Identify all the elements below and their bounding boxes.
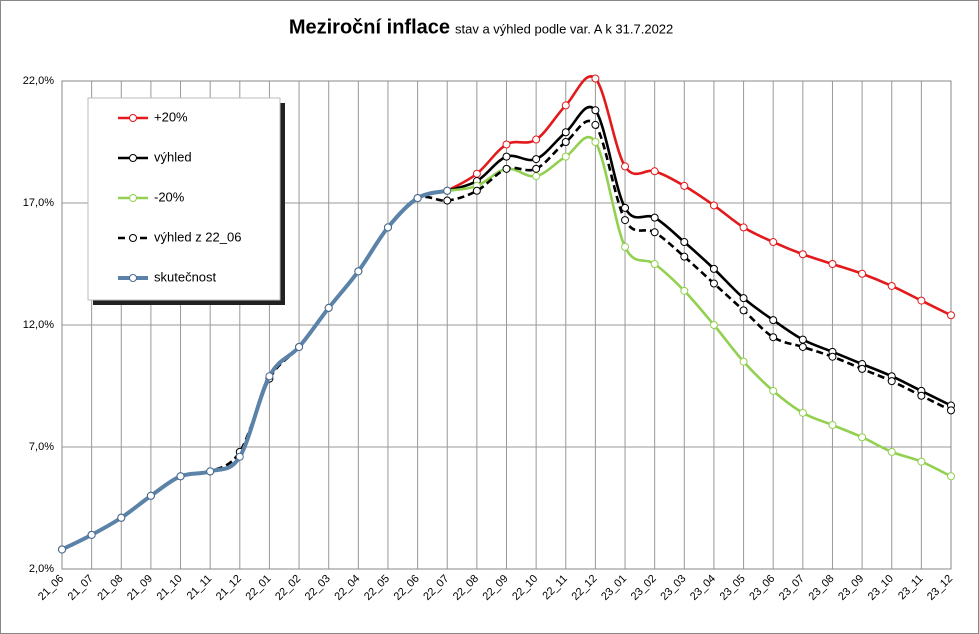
data-point [561, 128, 570, 137]
data-point [769, 238, 778, 247]
series-line [61, 188, 448, 552]
data-point [443, 196, 452, 205]
data-point [117, 513, 126, 522]
chart-subtitle: stav a výhled podle var. A k 31.7.2022 [455, 21, 673, 36]
data-point [532, 135, 541, 144]
data-point [828, 421, 837, 430]
data-point [709, 321, 718, 329]
data-point [680, 181, 689, 190]
data-point [650, 167, 659, 176]
data-point [621, 216, 630, 225]
data-point [739, 357, 748, 366]
legend-marker [129, 234, 137, 242]
data-point [502, 140, 511, 149]
data-point [561, 138, 570, 146]
data-point [947, 406, 955, 415]
data-point [709, 279, 718, 288]
data-point [591, 74, 600, 83]
data-point [917, 457, 926, 466]
legend-label: skutečnost [154, 269, 217, 284]
y-tick-label: 17,0% [23, 197, 54, 209]
data-point [621, 162, 630, 171]
data-point [324, 303, 333, 312]
data-point [709, 264, 718, 273]
data-point [383, 223, 392, 232]
data-point [680, 286, 689, 295]
data-point [146, 491, 155, 500]
data-point [947, 472, 955, 481]
data-point [858, 433, 867, 442]
data-point [739, 294, 748, 303]
data-point [798, 342, 807, 351]
data-point [680, 238, 689, 247]
data-point [887, 377, 896, 386]
data-point [206, 467, 215, 476]
data-point [739, 223, 748, 232]
legend-marker [129, 114, 137, 122]
data-point [887, 281, 896, 290]
data-point [650, 213, 659, 222]
data-point [798, 250, 807, 259]
data-point [532, 172, 541, 181]
y-tick-label: 22,0% [23, 75, 54, 87]
legend-label: +20% [154, 109, 188, 124]
data-point [769, 386, 778, 395]
chart-title: Meziroční inflace [289, 16, 450, 38]
data-point [354, 267, 363, 276]
data-point [295, 342, 304, 351]
data-point [947, 311, 955, 320]
data-point [650, 260, 659, 268]
data-point [87, 530, 96, 539]
y-tick-label: 2,0% [29, 563, 54, 575]
legend-marker [129, 154, 137, 162]
data-point [502, 164, 511, 173]
legend-marker [129, 274, 137, 282]
legend-marker [129, 194, 137, 202]
data-point [472, 169, 481, 178]
data-point [621, 242, 630, 251]
data-point [561, 101, 570, 110]
data-point [265, 372, 274, 381]
data-point [472, 186, 481, 195]
data-point [235, 452, 244, 461]
data-point [561, 152, 570, 161]
data-point [858, 364, 867, 373]
y-tick-label: 7,0% [29, 441, 54, 453]
data-point [769, 316, 778, 325]
data-point [887, 447, 896, 456]
legend-label: -20% [154, 189, 185, 204]
data-point [532, 155, 541, 164]
legend-label: výhled z 22_06 [154, 229, 241, 244]
data-point [502, 152, 511, 161]
data-point [413, 194, 422, 203]
data-point [858, 269, 867, 278]
data-point [798, 408, 807, 417]
legend-label: výhled [154, 149, 192, 164]
data-point [917, 296, 926, 305]
data-point [591, 106, 600, 115]
data-point [650, 228, 659, 237]
data-point [769, 333, 778, 342]
data-point [591, 120, 600, 129]
data-point [621, 203, 630, 212]
data-point [917, 391, 926, 400]
data-point [532, 164, 541, 173]
data-point [176, 472, 185, 481]
data-point [680, 252, 689, 261]
y-tick-label: 12,0% [23, 319, 54, 331]
plot-area [61, 80, 952, 570]
data-point [798, 335, 807, 344]
data-point [739, 306, 748, 315]
data-point [709, 201, 718, 210]
data-point [828, 352, 837, 361]
data-point [828, 260, 837, 268]
data-point [58, 545, 66, 554]
data-point [591, 138, 600, 146]
data-point [443, 186, 452, 195]
